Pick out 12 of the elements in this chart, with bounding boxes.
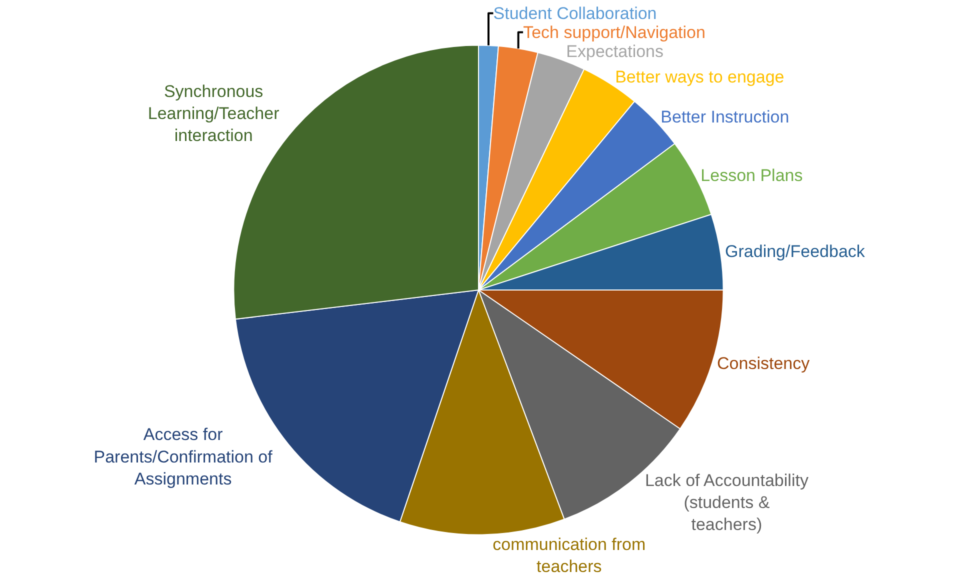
slice-label: Consistency [717,354,810,374]
slice-label: Synchronous Learning/Teacher interaction [148,82,280,146]
slice-label: Lesson Plans [700,166,803,185]
slice-label: Tech support/Navigation [523,22,706,42]
slice-label: Lack of Accountability (students & teachers) [644,470,809,534]
slice-label: Expectations [566,42,664,61]
slice-label: Student Collaboration [493,4,657,23]
slice-label: Grading/Feedback [725,242,866,261]
slice-label: Access for Parents/Confirmation of Assignments [94,425,273,488]
slice-label: communication from teachers [492,534,646,576]
slice-label: Better Instruction [660,107,790,126]
slice-label: Better ways to engage [615,67,784,86]
